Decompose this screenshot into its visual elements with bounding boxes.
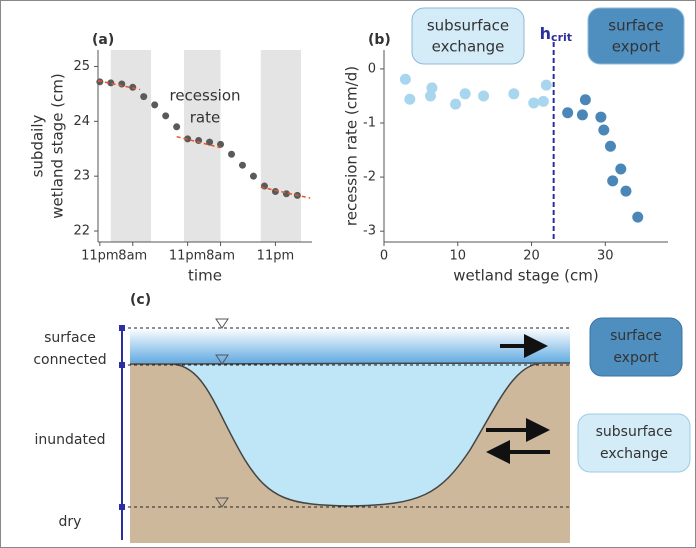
y-tick-label: -1 bbox=[363, 116, 376, 131]
data-point bbox=[217, 140, 225, 148]
y-tick-label: 24 bbox=[73, 114, 90, 129]
exchange-box bbox=[577, 413, 691, 473]
ground-surface bbox=[130, 362, 570, 365]
box-label: exchange bbox=[600, 446, 668, 462]
data-point bbox=[118, 80, 126, 88]
panel-label: (b) bbox=[368, 32, 391, 48]
x-axis-label: wetland stage (cm) bbox=[453, 267, 599, 285]
data-point bbox=[399, 73, 411, 85]
data-point bbox=[404, 93, 416, 105]
x-tick-label: 30 bbox=[597, 249, 614, 264]
data-point bbox=[579, 94, 591, 106]
night-band bbox=[183, 50, 221, 242]
data-point bbox=[540, 79, 552, 91]
y-axis-label: subdaily bbox=[29, 114, 47, 177]
threshold-subscript: crit bbox=[551, 31, 572, 44]
diagram: (c) surface connected inundated dry surf… bbox=[33, 292, 691, 543]
level-label: surface bbox=[44, 330, 96, 346]
data-point bbox=[151, 101, 159, 109]
y-axis-label: recession rate (cm/d) bbox=[343, 66, 361, 226]
regime-label: export bbox=[612, 38, 661, 56]
data-point bbox=[238, 161, 246, 169]
x-tick-label: 0 bbox=[380, 249, 388, 264]
night-band bbox=[260, 50, 302, 242]
level-lines bbox=[122, 327, 570, 508]
surface-water bbox=[130, 328, 570, 365]
data-point bbox=[537, 95, 549, 107]
x-axis-label: time bbox=[188, 267, 222, 285]
data-point bbox=[107, 79, 115, 87]
data-point bbox=[140, 93, 148, 101]
data-point bbox=[271, 188, 279, 196]
regime-box bbox=[411, 7, 525, 65]
annotation: recession bbox=[169, 87, 240, 105]
regime-label: exchange bbox=[432, 38, 505, 56]
data-point bbox=[528, 97, 540, 109]
data-point bbox=[595, 111, 607, 123]
export-box bbox=[589, 317, 683, 377]
x-tick-label: 11pm bbox=[81, 249, 118, 264]
fit-line bbox=[260, 186, 311, 199]
data-point bbox=[604, 140, 616, 152]
data-point bbox=[478, 90, 490, 102]
y-tick-label: 23 bbox=[73, 169, 90, 184]
fit-line bbox=[97, 79, 141, 91]
y-tick-label: -2 bbox=[363, 170, 376, 185]
y-tick-label: -3 bbox=[363, 224, 376, 239]
flow-arrows bbox=[486, 334, 550, 464]
water-level-symbols bbox=[215, 318, 229, 508]
data-point bbox=[615, 163, 627, 175]
box-label: subsurface bbox=[596, 424, 673, 440]
data-point bbox=[162, 112, 170, 120]
basin-water bbox=[169, 362, 546, 507]
annotation: rate bbox=[190, 109, 220, 127]
data-point bbox=[576, 109, 588, 121]
x-tick-label: 20 bbox=[523, 249, 540, 264]
x-tick-label: 8am bbox=[206, 249, 235, 264]
y-tick-label: 22 bbox=[73, 224, 90, 239]
regime-label: surface bbox=[608, 17, 663, 35]
data-point bbox=[173, 123, 181, 131]
box-label: export bbox=[613, 350, 659, 366]
data-point bbox=[459, 88, 471, 100]
data-point bbox=[184, 135, 192, 143]
data-point bbox=[607, 175, 619, 187]
night-band bbox=[110, 50, 152, 242]
box-label: surface bbox=[610, 328, 662, 344]
fit-line bbox=[176, 135, 221, 149]
panel-label: (c) bbox=[130, 292, 151, 308]
level-label: dry bbox=[59, 514, 82, 530]
data-point bbox=[249, 172, 257, 180]
level-markers bbox=[119, 325, 125, 510]
x-tick-label: 8am bbox=[118, 249, 147, 264]
data-point bbox=[562, 107, 574, 119]
data-point bbox=[620, 185, 632, 197]
x-tick-label: 11pm bbox=[257, 249, 294, 264]
regime-box bbox=[587, 7, 685, 65]
data-point bbox=[424, 90, 436, 102]
data-point bbox=[426, 82, 438, 94]
y-axis-label: wetland stage (cm) bbox=[49, 73, 67, 219]
level-label: inundated bbox=[35, 432, 106, 448]
data-point bbox=[228, 150, 236, 158]
threshold-label: hcrit bbox=[540, 24, 572, 45]
data-point bbox=[195, 137, 203, 145]
y-tick-label: 25 bbox=[73, 59, 90, 74]
data-point bbox=[450, 98, 462, 110]
x-tick-label: 11pm bbox=[169, 249, 206, 264]
y-tick-label: 0 bbox=[368, 61, 376, 76]
regime-label: subsurface bbox=[427, 17, 509, 35]
data-point bbox=[508, 88, 520, 100]
panel-label: (a) bbox=[92, 32, 114, 48]
x-tick-label: 10 bbox=[449, 249, 466, 264]
data-point bbox=[598, 124, 610, 136]
level-label: connected bbox=[33, 352, 106, 368]
threshold-symbol: h bbox=[540, 24, 551, 43]
data-point bbox=[632, 211, 644, 223]
